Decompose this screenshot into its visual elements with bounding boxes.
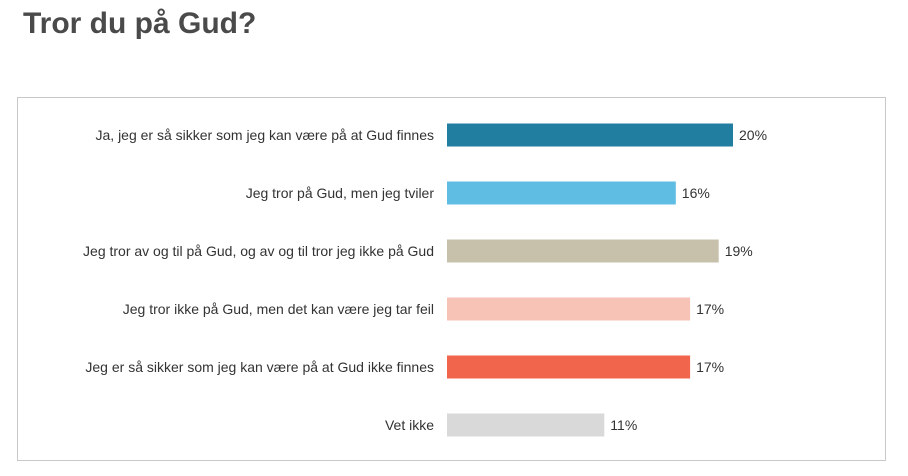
category-label: Jeg tror på Gud, men jeg tviler	[246, 185, 435, 201]
category-label: Ja, jeg er så sikker som jeg kan være på…	[96, 127, 435, 143]
bar	[447, 181, 676, 205]
category-label: Jeg tror av og til på Gud, og av og til …	[83, 243, 434, 259]
bar	[447, 413, 605, 437]
category-label: Jeg tror ikke på Gud, men det kan være j…	[123, 301, 434, 317]
bar	[447, 297, 691, 321]
bar	[447, 355, 691, 379]
chart-frame: Ja, jeg er så sikker som jeg kan være på…	[17, 97, 886, 461]
value-label: 20%	[739, 127, 767, 143]
value-label: 19%	[725, 243, 753, 259]
bar	[447, 239, 719, 263]
bar	[447, 123, 733, 147]
value-label: 16%	[682, 185, 710, 201]
category-label: Vet ikke	[385, 417, 434, 433]
page-title: Tror du på Gud?	[23, 7, 257, 40]
value-label: 17%	[696, 359, 724, 375]
category-label: Jeg er så sikker som jeg kan være på at …	[85, 359, 434, 375]
value-label: 11%	[610, 417, 637, 433]
bar-chart: Ja, jeg er så sikker som jeg kan være på…	[83, 123, 767, 437]
value-label: 17%	[696, 301, 724, 317]
